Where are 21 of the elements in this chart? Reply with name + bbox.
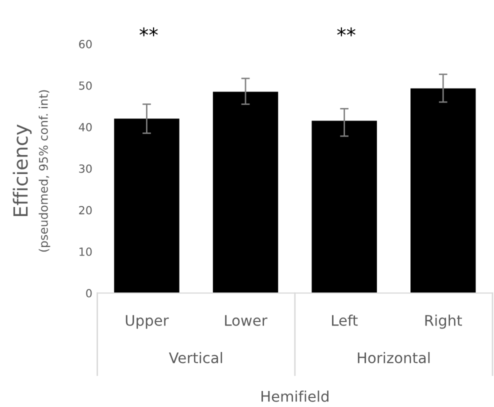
text: **	[337, 27, 356, 36]
text: Vertical	[168, 352, 222, 364]
x-tick-label: Upper	[126, 315, 169, 329]
text: Horizontal	[358, 352, 430, 364]
text: **	[140, 27, 158, 36]
bar	[312, 120, 377, 294]
x-tick-label: Lower	[225, 315, 268, 326]
y-axis-title: Efficiency (pseudomed, 95% conf. int)	[12, 90, 50, 252]
y-tick-label: 20	[79, 206, 92, 214]
bar	[114, 118, 180, 294]
bar	[410, 88, 476, 294]
x-tick-label: Right	[425, 314, 462, 329]
y-tick-label: 40	[78, 122, 92, 132]
x-axis-title: Hemifield	[262, 390, 328, 402]
y-tick-label: 0	[86, 289, 92, 298]
x-tick-label: Left	[332, 314, 358, 326]
y-tick-label: 30	[79, 164, 92, 173]
y-tick-label: 60	[79, 40, 92, 48]
bar	[212, 92, 278, 294]
y-tick-label: 50	[79, 81, 92, 90]
y-tick-label: 10	[80, 248, 92, 256]
